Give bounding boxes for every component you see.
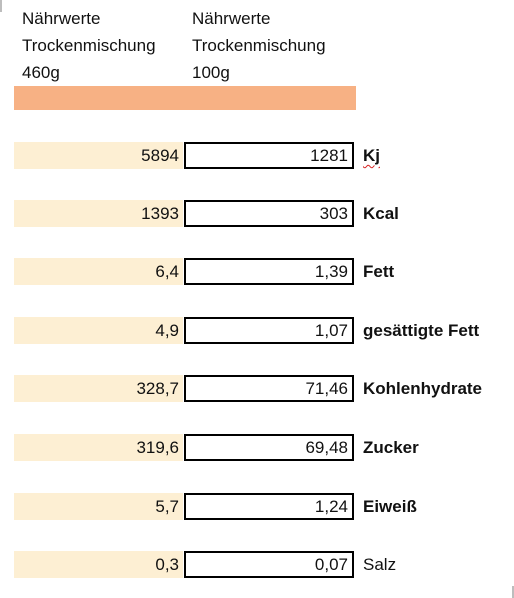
- header-100g: Nährwerte Trockenmischung 100g: [192, 5, 326, 86]
- cell-value-460g[interactable]: 5,7: [14, 493, 183, 520]
- header-100g-line-3: 100g: [192, 63, 230, 82]
- cell-value-460g[interactable]: 319,6: [14, 434, 183, 461]
- cell-nutrient-label[interactable]: Eiweiß: [363, 497, 417, 516]
- header-460g-line-2: Trockenmischung: [22, 36, 156, 55]
- cell-value-460g[interactable]: 5894: [14, 142, 183, 169]
- table-row: 5,7 1,24 Eiweiß: [0, 493, 514, 520]
- header-460g-line-1: Nährwerte: [22, 9, 101, 28]
- frame-corner-mark-bottom: [512, 586, 514, 598]
- table-row: 328,7 71,46 Kohlenhydrate: [0, 375, 514, 402]
- cell-value-100g[interactable]: 71,46: [184, 375, 354, 402]
- frame-corner-mark: [0, 0, 2, 12]
- cell-value-100g[interactable]: 0,07: [184, 551, 354, 578]
- cell-value-100g[interactable]: 1,07: [184, 317, 354, 344]
- cell-nutrient-label[interactable]: Salz: [363, 555, 397, 574]
- cell-value-460g[interactable]: 1393: [14, 200, 183, 227]
- header-460g: Nährwerte Trockenmischung 460g: [22, 5, 156, 86]
- cell-nutrient-label[interactable]: Fett: [363, 262, 395, 281]
- cell-nutrient-label[interactable]: Zucker: [363, 438, 419, 457]
- table-row: 6,4 1,39 Fett: [0, 258, 514, 285]
- header-100g-line-2: Trockenmischung: [192, 36, 326, 55]
- cell-value-100g[interactable]: 1281: [184, 142, 354, 169]
- header-460g-line-3: 460g: [22, 63, 60, 82]
- cell-value-100g[interactable]: 69,48: [184, 434, 354, 461]
- table-row: 319,6 69,48 Zucker: [0, 434, 514, 461]
- table-row: 5894 1281 Kj: [0, 142, 514, 169]
- cell-nutrient-label[interactable]: Kohlenhydrate: [363, 379, 483, 398]
- table-row: 0,3 0,07 Salz: [0, 551, 514, 578]
- cell-nutrient-label[interactable]: Kj: [363, 146, 380, 165]
- cell-nutrient-label[interactable]: gesättigte Fett: [363, 321, 480, 340]
- cell-value-100g[interactable]: 1,24: [184, 493, 354, 520]
- cell-value-460g[interactable]: 328,7: [14, 375, 183, 402]
- table-row: 4,9 1,07 gesättigte Fett: [0, 317, 514, 344]
- table-row: 1393 303 Kcal: [0, 200, 514, 227]
- cell-value-100g[interactable]: 1,39: [184, 258, 354, 285]
- orange-header-band: [14, 86, 356, 110]
- cell-value-460g[interactable]: 0,3: [14, 551, 183, 578]
- cell-value-460g[interactable]: 4,9: [14, 317, 183, 344]
- cell-value-460g[interactable]: 6,4: [14, 258, 183, 285]
- cell-nutrient-label[interactable]: Kcal: [363, 204, 399, 223]
- cell-value-100g[interactable]: 303: [184, 200, 354, 227]
- header-100g-line-1: Nährwerte: [192, 9, 271, 28]
